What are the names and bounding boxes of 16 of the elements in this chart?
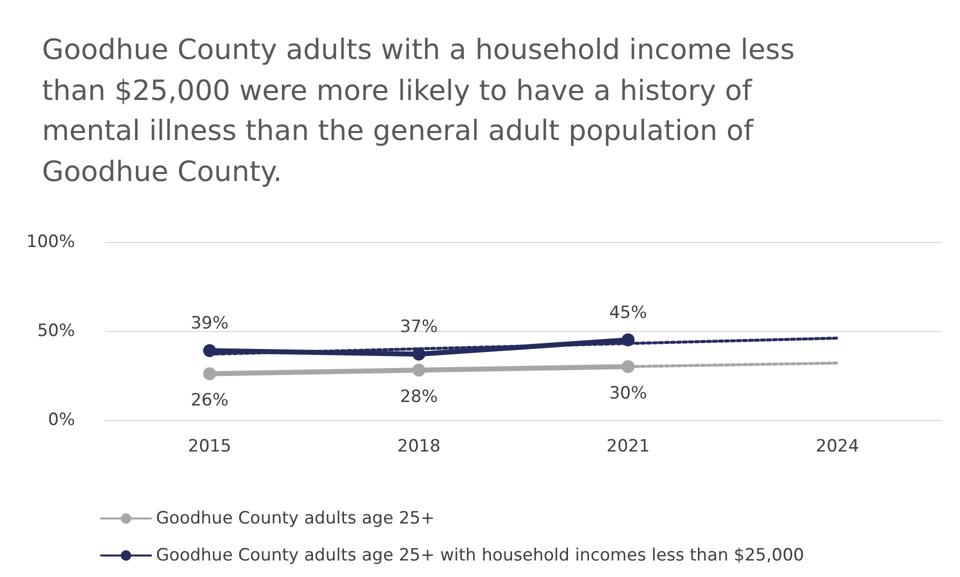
data-label: 39% [190,314,229,334]
x-tick-label: 2018 [397,436,441,456]
x-tick-label: 2021 [606,436,650,456]
legend-label: Goodhue County adults age 25+ with household incomes less than $25,000 [156,546,804,566]
x-tick-label: 2024 [816,436,860,456]
y-tick-label: 0% [48,410,75,430]
legend-label: Goodhue County adults age 25+ [156,508,435,528]
data-label: 45% [609,302,648,323]
data-label: 30% [609,384,648,404]
chart-title: Goodhue County adults with a household income less than $25,000 were more likely to have a history of mental illness than the general adult population of Goodhue County. [42,32,796,190]
data-label: 28% [400,387,438,408]
data-label: 26% [190,390,229,411]
data-label: 37% [400,317,438,338]
y-tick-label: 50% [37,321,75,341]
y-tick-label: 100% [26,232,75,252]
x-tick-label: 2015 [188,436,232,456]
